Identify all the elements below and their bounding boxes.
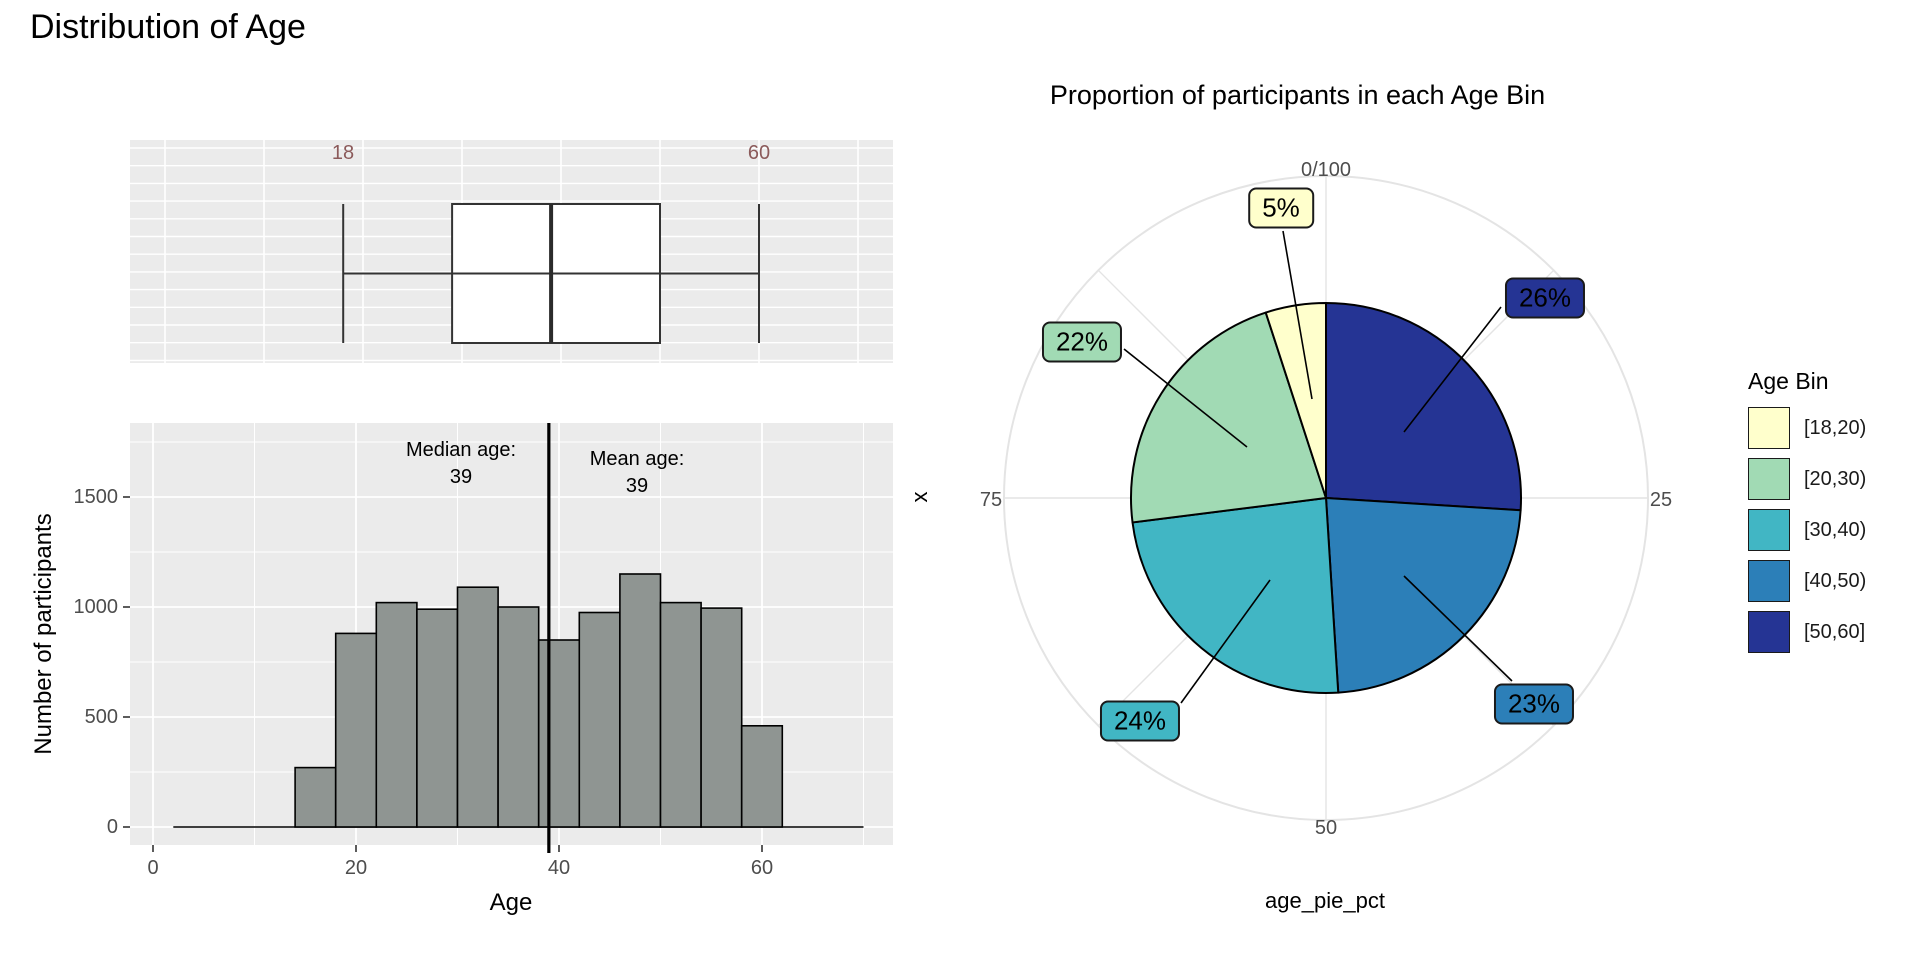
legend-label: [30,40) — [1804, 518, 1867, 541]
x-tick-0: 0 — [147, 857, 159, 879]
theta-tick-0-100: 0/100 — [1300, 159, 1352, 181]
mean-annotation-value: 39 — [625, 475, 649, 497]
boxplot-max-label: 60 — [747, 142, 771, 164]
y-tick-0: 0 — [106, 816, 118, 838]
hist-x-axis-title: Age — [489, 888, 533, 916]
pie-label-18-20: 5% — [1248, 187, 1314, 229]
legend-label: [20,30) — [1804, 467, 1867, 490]
legend-item-30-40: [30,40) — [1748, 509, 1866, 551]
legend-item-50-60: [50,60] — [1748, 611, 1866, 653]
legend-swatch-30-40 — [1748, 509, 1790, 551]
y-tick-500: 500 — [84, 706, 118, 728]
y-tick-1500: 1500 — [73, 486, 119, 508]
legend-item-20-30: [20,30) — [1748, 458, 1866, 500]
mean-annotation-line1: Mean age: — [589, 448, 685, 470]
x-tick-20: 20 — [344, 857, 368, 879]
x-tick-60: 60 — [750, 857, 774, 879]
median-annotation-line1: Median age: — [405, 439, 517, 461]
pie-x-axis-title: age_pie_pct — [1265, 887, 1385, 913]
legend: Age Bin [18,20) [20,30) [30,40) [40,50) … — [1748, 368, 1866, 662]
legend-swatch-40-50 — [1748, 560, 1790, 602]
y-tick-1000: 1000 — [73, 596, 119, 618]
legend-title: Age Bin — [1748, 368, 1829, 394]
legend-item-40-50: [40,50) — [1748, 560, 1866, 602]
legend-label: [18,20) — [1804, 416, 1867, 439]
pie-y-axis-title: x — [906, 491, 932, 503]
pie-label-20-30: 22% — [1041, 321, 1123, 363]
pie-label-40-50: 23% — [1493, 683, 1575, 725]
median-annotation-value: 39 — [449, 466, 473, 488]
pie-label-30-40: 24% — [1099, 700, 1181, 742]
pie-label-50-60: 26% — [1504, 277, 1586, 319]
legend-label: [40,50) — [1804, 569, 1867, 592]
page-title: Distribution of Age — [30, 8, 306, 46]
theta-tick-50: 50 — [1314, 817, 1338, 839]
legend-swatch-18-20 — [1748, 407, 1790, 449]
legend-swatch-50-60 — [1748, 611, 1790, 653]
legend-item-18-20: [18,20) — [1748, 407, 1866, 449]
hist-y-axis-title: Number of participants — [29, 513, 57, 755]
boxplot-min-label: 18 — [331, 142, 355, 164]
pie-title: Proportion of participants in each Age B… — [1049, 80, 1546, 110]
theta-tick-25: 25 — [1649, 489, 1673, 511]
theta-tick-75: 75 — [979, 489, 1003, 511]
legend-label: [50,60] — [1804, 620, 1866, 643]
x-tick-40: 40 — [547, 857, 571, 879]
legend-swatch-20-30 — [1748, 458, 1790, 500]
